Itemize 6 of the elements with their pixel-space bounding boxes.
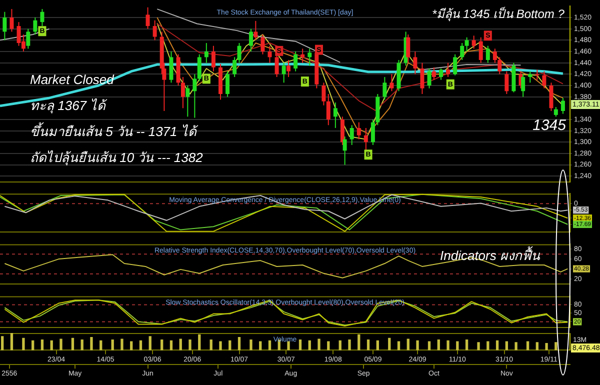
annotation: ขึ้นมายืนเส้น 5 วัน -- 1371 ได้ <box>30 122 199 139</box>
annotation: 1345 <box>532 117 567 134</box>
annotation: *มีลุ้น 1345 เป็น Bottom ? <box>432 6 565 22</box>
annotation: ถัดไปลุ้นยืนเส้น 10 วัน --- 1382 <box>30 150 204 166</box>
annotation: Market Closed <box>30 72 115 87</box>
annotation: ทะลุ 1367 ได้ <box>30 98 108 114</box>
